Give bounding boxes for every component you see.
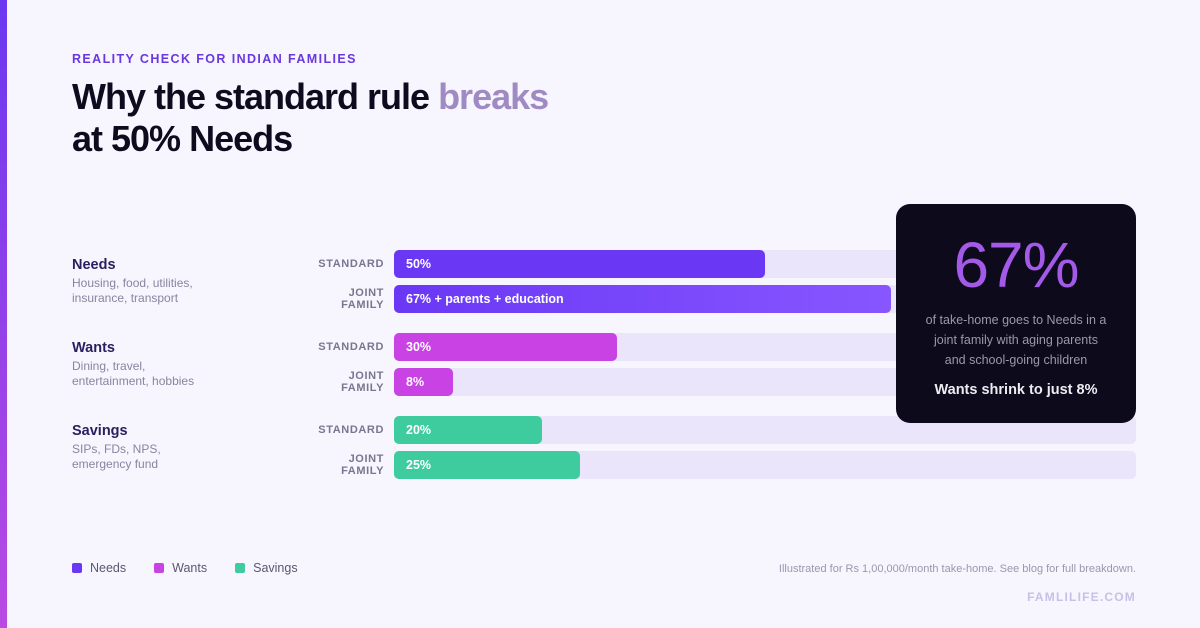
- legend-swatch: [235, 563, 246, 573]
- row-label: JOINT FAMILY: [341, 287, 384, 311]
- bar-value-label: 50%: [406, 257, 432, 271]
- category-needs: Needs Housing, food, utilities, insurance…: [72, 256, 292, 306]
- bar-value-label: 30%: [406, 340, 432, 354]
- category-name: Savings: [72, 423, 128, 439]
- row-label: JOINT FAMILY: [341, 453, 384, 477]
- legend-swatch: [72, 563, 82, 573]
- accent-strip: [0, 0, 7, 628]
- callout-note: Wants shrink to just 8%: [934, 382, 1098, 398]
- bar-needs-standard: 50%: [394, 250, 765, 278]
- footnote: Illustrated for Rs 1,00,000/month take-h…: [778, 563, 1136, 575]
- bar-wants-joint-family: 8%: [394, 368, 453, 396]
- headline-part1: Why the standard rule: [72, 76, 439, 117]
- legend-item-savings: Savings: [235, 561, 298, 575]
- category-description: Housing, food, utilities, insurance, tra…: [72, 276, 193, 305]
- callout-card: 67% of take-home goes to Needs in a join…: [896, 204, 1136, 423]
- legend-item-wants: Wants: [154, 561, 207, 575]
- category-description: Dining, travel, entertainment, hobbies: [72, 359, 195, 388]
- category-name: Needs: [72, 257, 116, 273]
- bar-value-label: 20%: [406, 423, 432, 437]
- category-name: Wants: [72, 340, 115, 356]
- bar-wants-standard: 30%: [394, 333, 617, 361]
- kicker: REALITY CHECK FOR INDIAN FAMILIES: [72, 52, 357, 66]
- legend-item-needs: Needs: [72, 561, 126, 575]
- row-label: STANDARD: [318, 424, 384, 436]
- bar-track: 25%: [394, 451, 1136, 479]
- legend-swatch: [154, 563, 165, 573]
- category-savings: Savings SIPs, FDs, NPS, emergency fund: [72, 422, 292, 472]
- bar-savings-joint-family: 25%: [394, 451, 580, 479]
- bar-value-label: 25%: [406, 458, 432, 472]
- legend: Needs Wants Savings: [72, 561, 326, 575]
- legend-label: Savings: [253, 561, 298, 575]
- headline-line2: at 50% Needs: [72, 118, 293, 159]
- bar-needs-joint-family: 67% + parents + education: [394, 285, 891, 313]
- brand: FAMLILIFE.COM: [1027, 590, 1136, 604]
- headline: Why the standard rule breaks at 50% Needs: [72, 76, 549, 160]
- bar-savings-standard: 20%: [394, 416, 542, 444]
- bar-value-label: 8%: [406, 375, 425, 389]
- bar-value-label: 67% + parents + education: [406, 292, 564, 306]
- legend-label: Needs: [90, 561, 127, 575]
- callout-big-value: 67%: [953, 229, 1079, 301]
- row-label: STANDARD: [318, 341, 384, 353]
- row-label: JOINT FAMILY: [341, 370, 384, 394]
- category-description: SIPs, FDs, NPS, emergency fund: [72, 442, 161, 471]
- callout-description: of take-home goes to Needs in a joint fa…: [925, 313, 1107, 367]
- legend-label: Wants: [172, 561, 208, 575]
- row-label: STANDARD: [318, 258, 384, 270]
- category-wants: Wants Dining, travel, entertainment, hobb…: [72, 339, 292, 389]
- headline-highlight: breaks: [438, 76, 549, 117]
